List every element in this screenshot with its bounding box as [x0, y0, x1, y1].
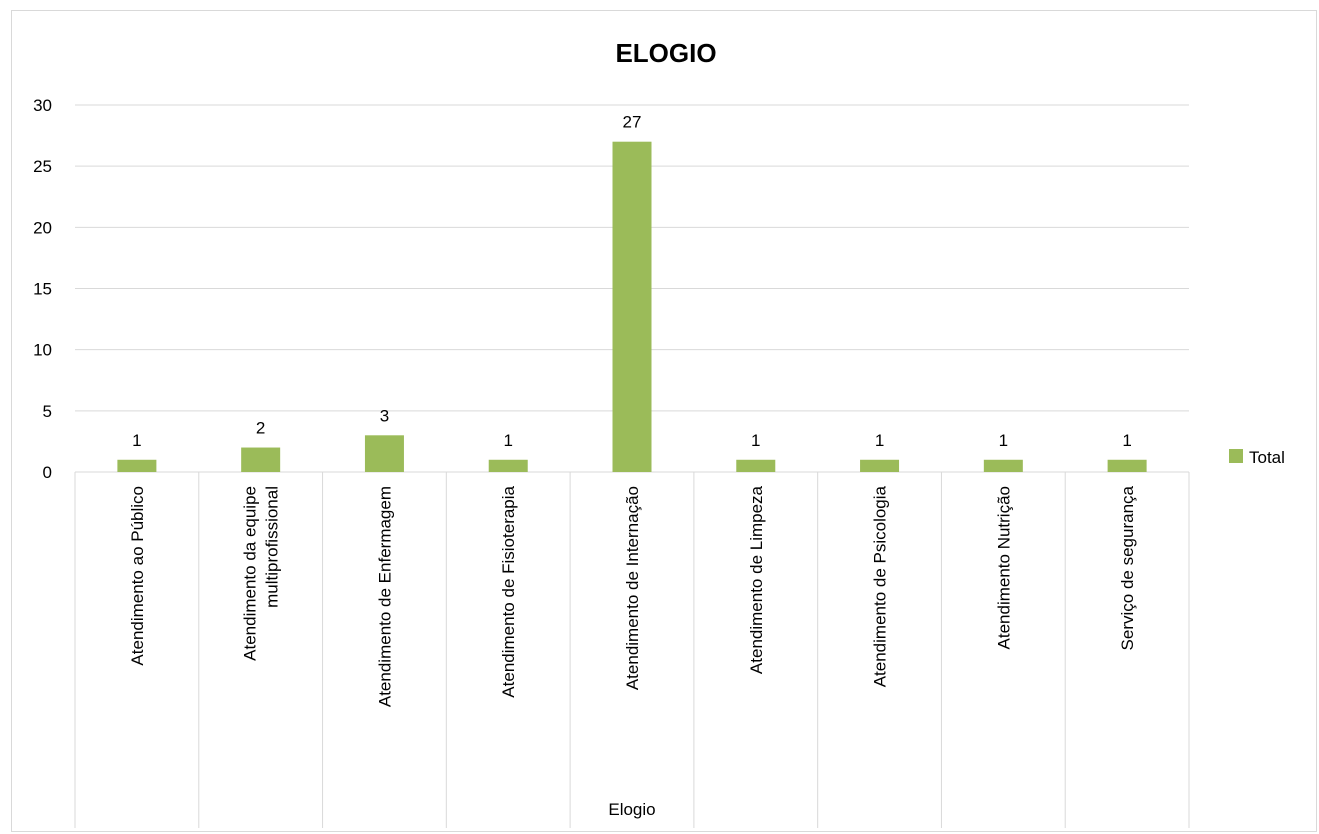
bar [736, 459, 776, 472]
data-label: 1 [751, 431, 760, 450]
y-tick-label: 30 [33, 96, 52, 115]
category-label-line: Atendimento da equipe [241, 486, 260, 661]
bar [983, 459, 1023, 472]
chart-frame [11, 10, 1317, 832]
data-label: 1 [999, 431, 1008, 450]
category-label: Atendimento Nutrição [994, 486, 1013, 649]
category-label-line: Atendimento de Enfermagem [375, 486, 394, 707]
y-tick-label: 15 [33, 280, 52, 299]
bar [1107, 459, 1147, 472]
bar [241, 447, 281, 472]
bar [860, 459, 900, 472]
category-label-line: Atendimento ao Público [128, 486, 147, 666]
category-label-line: multiprofissional [263, 486, 282, 608]
category-label: Atendimento de Enfermagem [375, 486, 394, 707]
y-tick-label: 20 [33, 218, 52, 237]
category-label-line: Atendimento Nutrição [994, 486, 1013, 649]
category-label-line: Atendimento de Limpeza [747, 485, 766, 674]
data-label: 27 [623, 113, 642, 132]
category-label-line: Atendimento de Fisioterapia [499, 485, 518, 697]
legend-swatch [1229, 449, 1243, 463]
bar [117, 459, 157, 472]
y-tick-label: 5 [43, 402, 52, 421]
category-label-line: Atendimento de Internação [623, 486, 642, 690]
bar [488, 459, 528, 472]
bars [117, 141, 1147, 472]
category-label: Atendimento de Internação [623, 486, 642, 690]
data-label: 1 [503, 431, 512, 450]
y-tick-label: 0 [43, 463, 52, 482]
category-label-line: Atendimento de Psicologia [871, 485, 890, 687]
data-label: 2 [256, 419, 265, 438]
y-tick-label: 10 [33, 341, 52, 360]
x-axis-title: Elogio [608, 800, 655, 819]
data-label: 1 [1122, 431, 1131, 450]
category-label: Atendimento ao Público [128, 486, 147, 666]
category-label: Atendimento de Psicologia [871, 485, 890, 687]
legend: Total [1229, 448, 1285, 467]
category-labels: Atendimento ao Público Atendimento da equ… [128, 485, 1137, 707]
category-label: Serviço de segurança [1118, 485, 1137, 650]
gridlines: 0 5 10 15 20 25 30 [33, 96, 1189, 482]
data-label: 3 [380, 406, 389, 425]
data-label: 1 [132, 431, 141, 450]
data-label: 1 [875, 431, 884, 450]
category-label-line: Serviço de segurança [1118, 485, 1137, 650]
category-label: Atendimento da equipe multiprofissional [241, 486, 282, 661]
data-labels: 1 2 3 1 27 1 1 1 1 [132, 113, 1132, 450]
bar [364, 435, 404, 472]
chart-title: ELOGIO [615, 38, 716, 68]
y-tick-label: 25 [33, 157, 52, 176]
legend-label: Total [1249, 448, 1285, 467]
category-label: Atendimento de Fisioterapia [499, 485, 518, 697]
category-label: Atendimento de Limpeza [747, 485, 766, 674]
bar [612, 141, 652, 472]
